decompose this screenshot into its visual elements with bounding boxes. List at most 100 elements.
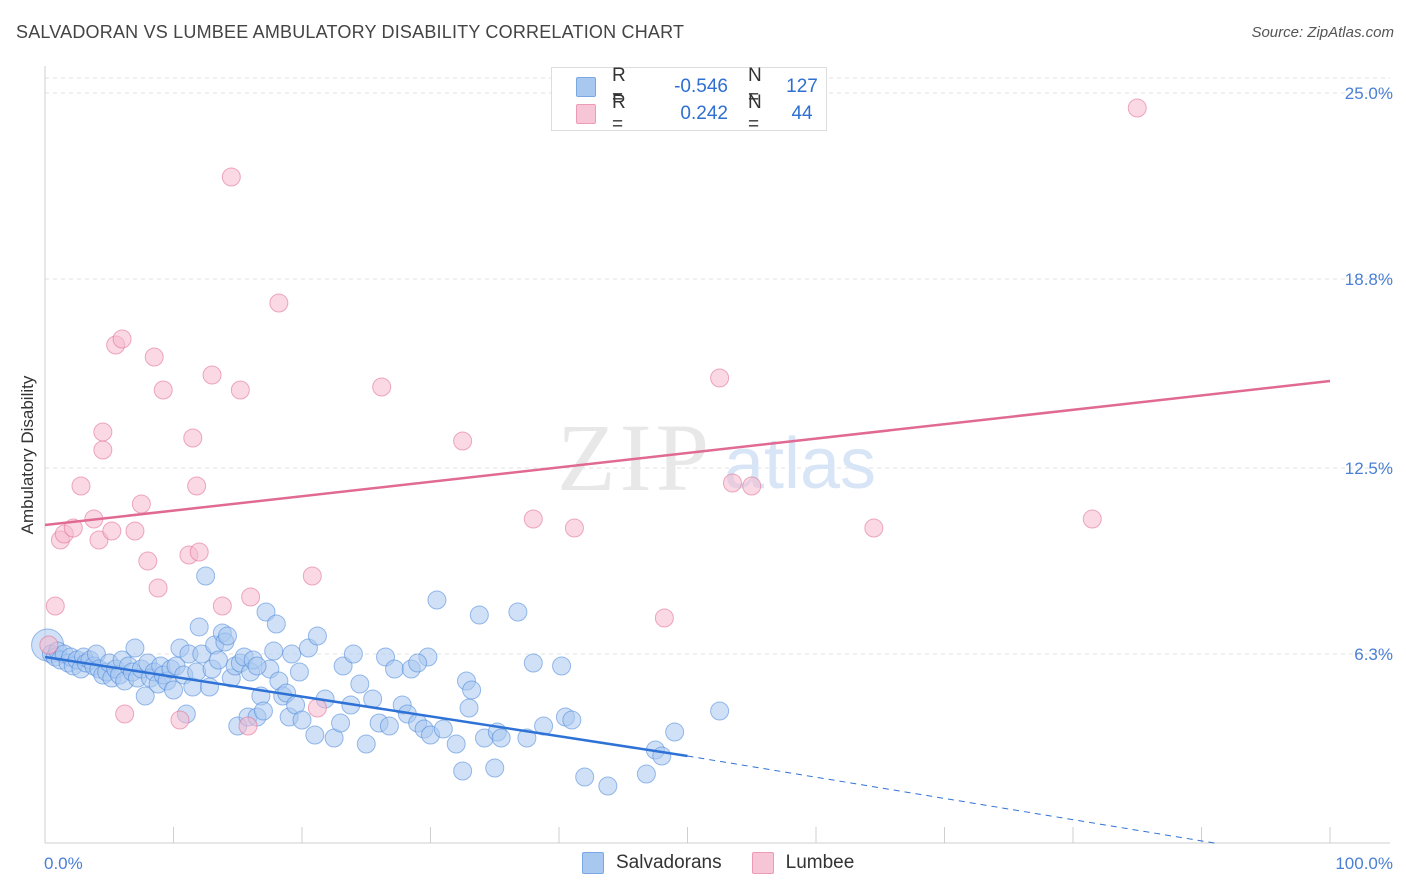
lumbee-point	[202, 365, 222, 385]
lumbee-point	[187, 476, 207, 496]
series-swatch-salvadorans	[582, 852, 604, 874]
salvadorans-point	[433, 719, 453, 739]
lumbee-point	[39, 635, 59, 655]
y-tick-label: 6.3%	[1354, 645, 1393, 664]
lumbee-point	[144, 347, 164, 367]
salvadorans-point	[282, 644, 302, 664]
legend-n-label: N =	[747, 92, 762, 135]
lumbee-point	[654, 608, 674, 628]
lumbee-point	[238, 716, 258, 736]
salvadorans-point	[508, 602, 528, 622]
series-legend-lumbee[interactable]: Lumbee	[751, 852, 855, 874]
lumbee-point	[93, 440, 113, 460]
lumbee-point	[1127, 98, 1147, 118]
lumbee-point	[148, 578, 168, 598]
legend-row-salvadorans: R = -0.546 N = 127	[576, 65, 826, 108]
salvadorans-point	[356, 734, 376, 754]
watermark-zip: ZIP	[557, 404, 713, 511]
lumbee-point	[112, 329, 132, 349]
salvadorans-point	[343, 644, 363, 664]
series-swatch-lumbee	[751, 852, 774, 874]
salvadorans-point	[307, 626, 327, 646]
salvadorans-point	[491, 728, 511, 748]
salvadorans-point	[453, 761, 473, 781]
lumbee-point	[153, 380, 173, 400]
salvadorans-point	[217, 626, 237, 646]
salvadorans-point	[710, 701, 730, 721]
lumbee-point	[864, 518, 884, 538]
legend-r-label: R =	[611, 92, 626, 135]
salvadorans-point	[379, 716, 399, 736]
salvadorans-point	[469, 605, 489, 625]
lumbee-point	[71, 476, 91, 496]
lumbee-point	[138, 551, 158, 571]
salvadorans-point	[253, 701, 273, 721]
lumbee-point	[221, 167, 241, 187]
salvadorans-trend-extension	[687, 755, 1215, 844]
legend-swatch-salvadorans	[576, 77, 596, 97]
lumbee-point	[189, 542, 209, 562]
lumbee-point	[307, 698, 327, 718]
salvadorans-point	[125, 638, 145, 658]
salvadorans-point	[462, 680, 482, 700]
series-label-lumbee: Lumbee	[785, 852, 855, 873]
lumbee-point	[742, 476, 762, 496]
lumbee-point	[230, 380, 250, 400]
legend-swatch-lumbee	[576, 104, 596, 124]
lumbee-point	[131, 494, 151, 514]
trend-lines	[44, 379, 1331, 844]
lumbee-point	[93, 422, 113, 442]
salvadorans-trend-line	[44, 655, 688, 758]
tick-labels: 6.3% 12.5% 18.8% 25.0% 0.0% 100.0%	[44, 84, 1393, 873]
lumbee-point	[45, 596, 65, 616]
lumbee-point	[710, 368, 730, 388]
salvadorans-point	[331, 713, 351, 733]
salvadorans-point	[189, 617, 209, 637]
salvadorans-point	[598, 776, 618, 796]
gridlines	[45, 77, 1390, 655]
y-tick-label: 12.5%	[1345, 459, 1393, 478]
watermark: ZIP atlas	[557, 404, 876, 511]
series-label-salvadorans: Salvadorans	[616, 852, 722, 873]
lumbee-points	[39, 98, 1147, 736]
salvadorans-point	[266, 614, 286, 634]
legend-n-value: 44	[791, 103, 813, 124]
salvadorans-point	[247, 656, 267, 676]
lumbee-point	[722, 473, 742, 493]
salvadorans-point	[350, 674, 370, 694]
salvadorans-point	[459, 698, 479, 718]
salvadorans-point	[562, 710, 582, 730]
salvadorans-points	[31, 566, 730, 796]
lumbee-point	[183, 428, 203, 448]
legend-r-value: 0.242	[680, 103, 728, 124]
legend-row-lumbee: R = 0.242 N = 44	[576, 92, 826, 135]
salvadorans-point	[292, 710, 312, 730]
lumbee-point	[170, 710, 190, 730]
salvadorans-point	[135, 686, 155, 706]
lumbee-point	[125, 521, 145, 541]
lumbee-trend-line	[44, 379, 1331, 527]
salvadorans-point	[485, 758, 505, 778]
legend-n-label: N =	[747, 65, 762, 108]
x-tick-label-start: 0.0%	[44, 854, 83, 873]
salvadorans-point	[305, 725, 325, 745]
salvadorans-point	[427, 590, 447, 610]
series-legend: Salvadorans Lumbee	[582, 852, 884, 874]
source-label: Source: ZipAtlas.com	[1251, 24, 1394, 41]
salvadorans-point	[208, 650, 228, 670]
y-tick-label: 18.8%	[1345, 270, 1393, 289]
lumbee-point	[102, 521, 122, 541]
axes	[44, 66, 1390, 844]
salvadorans-point	[289, 662, 309, 682]
lumbee-point	[115, 704, 135, 724]
lumbee-point	[269, 293, 289, 313]
legend-n-value: 127	[786, 76, 818, 97]
chart-title: SALVADORAN VS LUMBEE AMBULATORY DISABILI…	[16, 22, 685, 42]
series-legend-salvadorans[interactable]: Salvadorans	[582, 852, 722, 874]
correlation-legend: R = -0.546 N = 127 R = 0.242 N = 44	[551, 65, 827, 135]
lumbee-point	[302, 566, 322, 586]
lumbee-point	[523, 509, 543, 529]
salvadorans-point	[385, 659, 405, 679]
salvadorans-point	[446, 734, 466, 754]
